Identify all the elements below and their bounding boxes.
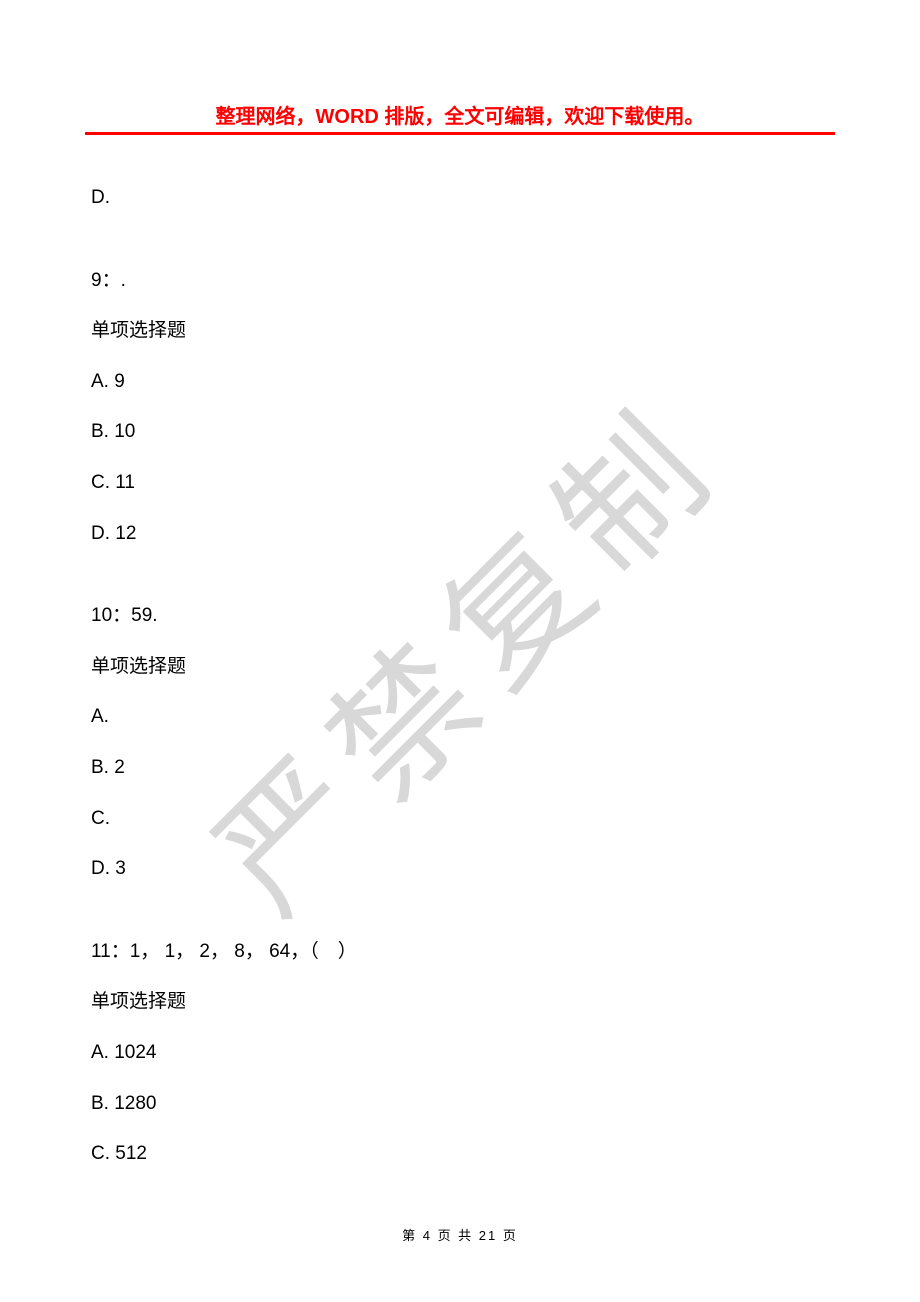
blank-line	[91, 571, 831, 603]
text-line: D.	[91, 185, 831, 212]
footer-suffix: 页	[497, 1228, 518, 1243]
option-c: C.	[91, 806, 831, 833]
footer-mid: 页 共	[432, 1228, 479, 1243]
document-header: 整理网络，WORD 排版，全文可编辑，欢迎下载使用。	[0, 100, 920, 129]
option-a: A. 9	[91, 369, 831, 396]
blank-line	[91, 907, 831, 939]
option-d: D. 3	[91, 856, 831, 883]
option-c: C. 11	[91, 470, 831, 497]
question-number: 9：.	[91, 268, 831, 295]
header-rule	[85, 132, 835, 135]
question-number: 10：59.	[91, 603, 831, 630]
option-b: B. 2	[91, 755, 831, 782]
option-d: D. 12	[91, 521, 831, 548]
blank-line	[91, 236, 831, 268]
question-type: 单项选择题	[91, 989, 831, 1016]
footer-total-pages: 21	[479, 1228, 497, 1243]
option-c: C. 512	[91, 1141, 831, 1168]
footer-prefix: 第	[402, 1228, 423, 1243]
option-a: A. 1024	[91, 1040, 831, 1067]
question-type: 单项选择题	[91, 318, 831, 345]
question-number: 11：1， 1， 2， 8， 64，（ ）	[91, 939, 831, 966]
document-body: D. 9：. 单项选择题 A. 9 B. 10 C. 11 D. 12 10：5…	[91, 185, 831, 1192]
question-type: 单项选择题	[91, 654, 831, 681]
option-a: A.	[91, 704, 831, 731]
option-b: B. 10	[91, 419, 831, 446]
page-footer: 第 4 页 共 21 页	[0, 1225, 920, 1244]
option-b: B. 1280	[91, 1091, 831, 1118]
footer-current-page: 4	[423, 1228, 432, 1243]
